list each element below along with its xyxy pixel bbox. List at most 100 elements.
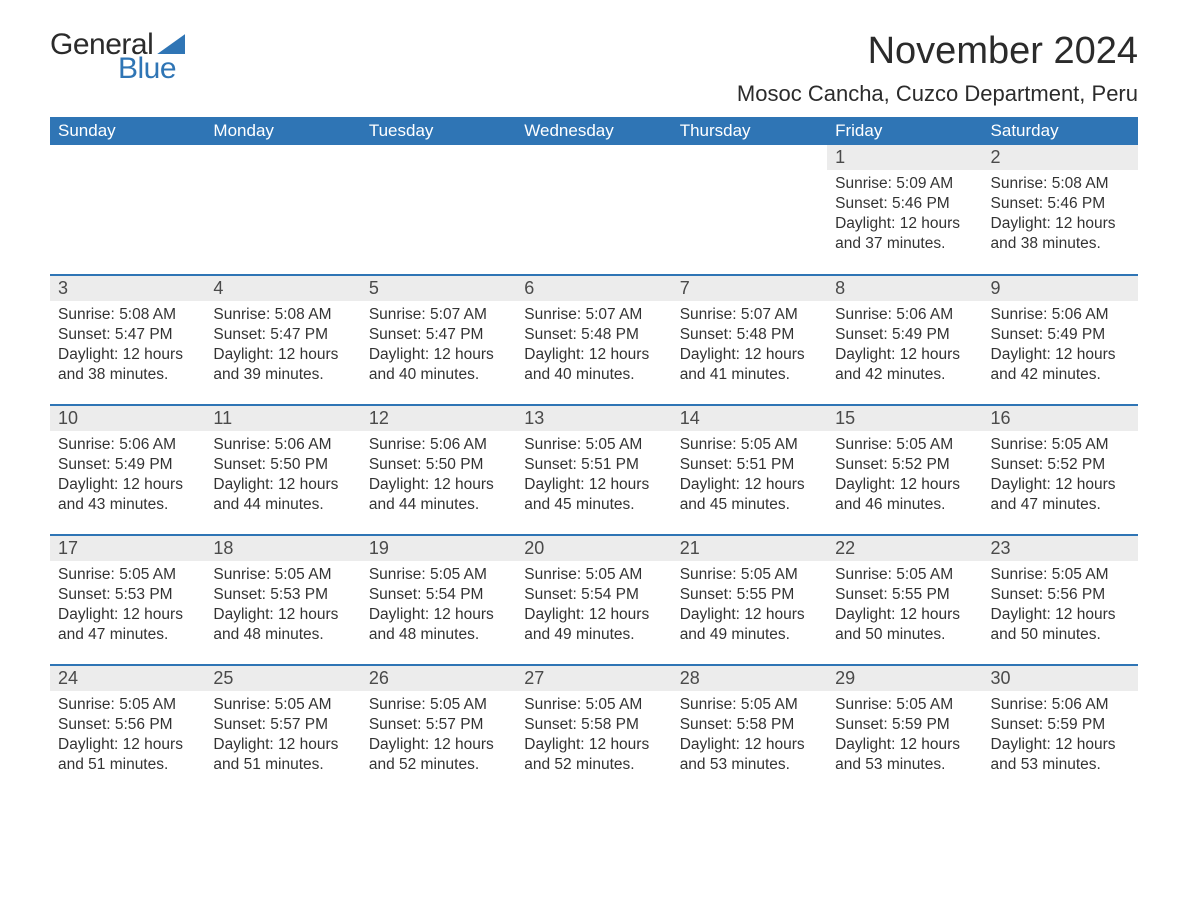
weekday-header: Friday [827,117,982,145]
daylight-label: Daylight: [58,736,118,753]
sunset-line: Sunset: 5:52 PM [991,455,1130,475]
sunset-label: Sunset: [213,456,266,473]
sunset-value: 5:56 PM [115,716,173,733]
day-number: 7 [672,276,827,301]
sunrise-value: 5:07 AM [430,306,487,323]
sunrise-value: 5:06 AM [275,436,332,453]
calendar-day-cell: 12Sunrise: 5:06 AMSunset: 5:50 PMDayligh… [361,405,516,535]
sunrise-label: Sunrise: [58,436,115,453]
sunset-value: 5:49 PM [1047,326,1105,343]
sunset-line: Sunset: 5:54 PM [524,585,663,605]
logo: General Blue [50,30,185,84]
sunset-value: 5:57 PM [270,716,328,733]
sunrise-value: 5:06 AM [1052,306,1109,323]
sunset-value: 5:47 PM [115,326,173,343]
sunset-value: 5:54 PM [581,586,639,603]
daylight-label: Daylight: [680,736,740,753]
day-details: Sunrise: 5:05 AMSunset: 5:57 PMDaylight:… [361,691,516,780]
day-number: 1 [827,145,982,170]
day-number: 15 [827,406,982,431]
day-details: Sunrise: 5:05 AMSunset: 5:55 PMDaylight:… [672,561,827,650]
sunrise-label: Sunrise: [835,436,892,453]
day-details: Sunrise: 5:05 AMSunset: 5:56 PMDaylight:… [983,561,1138,650]
sunset-line: Sunset: 5:57 PM [213,715,352,735]
sunset-value: 5:51 PM [581,456,639,473]
sunset-line: Sunset: 5:49 PM [835,325,974,345]
sunrise-line: Sunrise: 5:05 AM [213,695,352,715]
calendar-day-cell [516,145,671,275]
sunset-line: Sunset: 5:59 PM [835,715,974,735]
daylight-line: Daylight: 12 hours and 44 minutes. [213,475,352,515]
sunset-line: Sunset: 5:53 PM [213,585,352,605]
sunrise-value: 5:05 AM [275,566,332,583]
day-details: Sunrise: 5:05 AMSunset: 5:57 PMDaylight:… [205,691,360,780]
sunrise-label: Sunrise: [58,306,115,323]
day-details: Sunrise: 5:06 AMSunset: 5:59 PMDaylight:… [983,691,1138,780]
sunset-label: Sunset: [58,456,111,473]
daylight-line: Daylight: 12 hours and 51 minutes. [213,735,352,775]
sunset-label: Sunset: [524,456,577,473]
daylight-label: Daylight: [680,476,740,493]
sunset-line: Sunset: 5:47 PM [369,325,508,345]
sunset-value: 5:55 PM [892,586,950,603]
day-number: 16 [983,406,1138,431]
sunrise-label: Sunrise: [369,306,426,323]
daylight-label: Daylight: [369,346,429,363]
day-details: Sunrise: 5:06 AMSunset: 5:50 PMDaylight:… [361,431,516,520]
sunrise-line: Sunrise: 5:06 AM [369,435,508,455]
sunset-value: 5:49 PM [115,456,173,473]
daylight-line: Daylight: 12 hours and 46 minutes. [835,475,974,515]
day-details: Sunrise: 5:07 AMSunset: 5:48 PMDaylight:… [516,301,671,390]
daylight-line: Daylight: 12 hours and 53 minutes. [991,735,1130,775]
weekday-header: Tuesday [361,117,516,145]
weekday-header: Sunday [50,117,205,145]
sunrise-label: Sunrise: [835,566,892,583]
sunrise-value: 5:09 AM [896,175,953,192]
sunrise-line: Sunrise: 5:06 AM [58,435,197,455]
sunset-line: Sunset: 5:51 PM [524,455,663,475]
sunset-label: Sunset: [369,586,422,603]
sunrise-line: Sunrise: 5:05 AM [680,695,819,715]
sunrise-label: Sunrise: [680,306,737,323]
sunset-line: Sunset: 5:48 PM [680,325,819,345]
sunrise-label: Sunrise: [680,696,737,713]
sunrise-label: Sunrise: [680,566,737,583]
sunset-line: Sunset: 5:49 PM [58,455,197,475]
sunset-label: Sunset: [835,195,888,212]
sunset-label: Sunset: [835,716,888,733]
day-details: Sunrise: 5:08 AMSunset: 5:46 PMDaylight:… [983,170,1138,259]
sunrise-value: 5:05 AM [741,436,798,453]
sunset-line: Sunset: 5:51 PM [680,455,819,475]
daylight-label: Daylight: [213,476,273,493]
sunset-line: Sunset: 5:55 PM [835,585,974,605]
weekday-header: Saturday [983,117,1138,145]
daylight-line: Daylight: 12 hours and 51 minutes. [58,735,197,775]
sunset-line: Sunset: 5:47 PM [213,325,352,345]
calendar-day-cell: 20Sunrise: 5:05 AMSunset: 5:54 PMDayligh… [516,535,671,665]
day-details: Sunrise: 5:06 AMSunset: 5:49 PMDaylight:… [983,301,1138,390]
daylight-label: Daylight: [524,736,584,753]
weekday-header: Thursday [672,117,827,145]
daylight-label: Daylight: [835,606,895,623]
daylight-label: Daylight: [58,476,118,493]
sunrise-label: Sunrise: [680,436,737,453]
sunset-label: Sunset: [213,716,266,733]
sunrise-label: Sunrise: [213,566,270,583]
sunrise-value: 5:08 AM [275,306,332,323]
sunrise-value: 5:05 AM [896,436,953,453]
day-number: 25 [205,666,360,691]
day-details: Sunrise: 5:05 AMSunset: 5:52 PMDaylight:… [983,431,1138,520]
sunrise-value: 5:08 AM [1052,175,1109,192]
sunset-value: 5:49 PM [892,326,950,343]
sunrise-label: Sunrise: [524,436,581,453]
sunset-value: 5:54 PM [426,586,484,603]
sunset-value: 5:58 PM [737,716,795,733]
sunset-value: 5:50 PM [426,456,484,473]
calendar-day-cell: 15Sunrise: 5:05 AMSunset: 5:52 PMDayligh… [827,405,982,535]
daylight-label: Daylight: [835,736,895,753]
sunrise-label: Sunrise: [369,566,426,583]
daylight-line: Daylight: 12 hours and 38 minutes. [991,214,1130,254]
daylight-line: Daylight: 12 hours and 49 minutes. [680,605,819,645]
daylight-label: Daylight: [58,606,118,623]
calendar-day-cell: 2Sunrise: 5:08 AMSunset: 5:46 PMDaylight… [983,145,1138,275]
